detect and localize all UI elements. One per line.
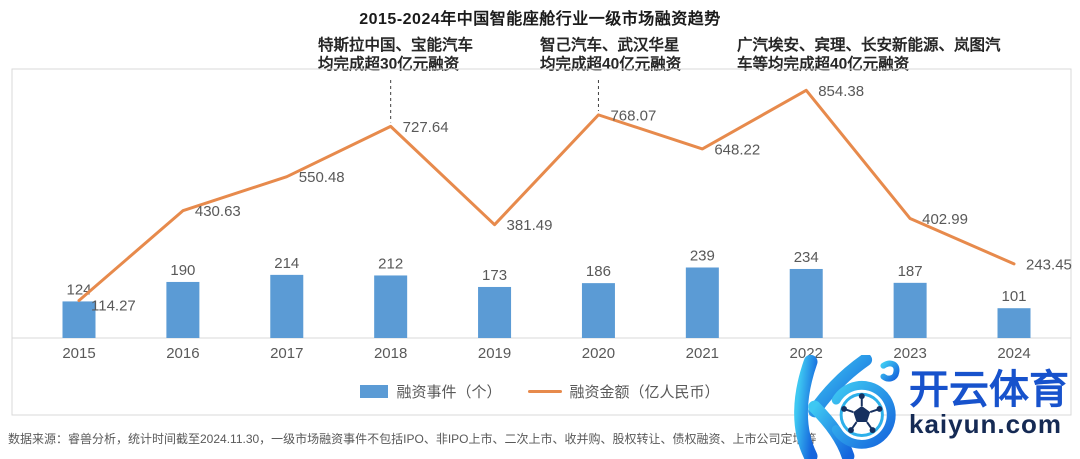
- legend-label-line-series: 融资金额（亿人民币）: [569, 384, 720, 401]
- kaiyun-watermark: 开云体育 kaiyun.com: [789, 355, 1080, 459]
- line-label-2021: 648.22: [714, 141, 760, 158]
- line-label-2019: 381.49: [507, 217, 553, 234]
- bar-label-2018: 212: [378, 255, 403, 272]
- annotation-2020-line1: 智己汽车、武汉华星: [540, 37, 680, 54]
- x-tick-2021: 2021: [686, 345, 719, 362]
- chart-title: 2015-2024年中国智能座舱行业一级市场融资趋势: [359, 11, 721, 28]
- bar-label-2019: 173: [482, 267, 507, 284]
- x-tick-2023: 2023: [893, 345, 926, 362]
- bar-2018: [374, 275, 408, 338]
- bar-2019: [478, 286, 512, 338]
- bar-2020: [581, 283, 615, 338]
- bar-label-2024: 101: [1001, 288, 1026, 305]
- line-series-swatch-icon: [527, 390, 562, 393]
- bar-label-2020: 186: [586, 263, 611, 280]
- annotation-2018-line1: 特斯拉中国、宝能汽车: [318, 37, 474, 54]
- line-label-2016: 430.63: [195, 203, 241, 220]
- data-source-note: 数据来源：睿兽分析，统计时间截至2024.11.30，一级市场融资事件不包括IP…: [8, 432, 817, 446]
- x-tick-2015: 2015: [62, 345, 95, 362]
- bar-2023: [893, 282, 927, 338]
- bar-2016: [166, 281, 200, 338]
- line-label-2024: 243.45: [1026, 256, 1072, 273]
- x-tick-2020: 2020: [582, 345, 615, 362]
- line-label-2022: 854.38: [818, 83, 864, 100]
- x-tick-2018: 2018: [374, 345, 407, 362]
- kaiyun-watermark-text: 开云体育 kaiyun.com: [909, 355, 1069, 438]
- legend-item-line-series: 融资金额（亿人民币）: [527, 381, 720, 402]
- x-tick-2017: 2017: [270, 345, 303, 362]
- kaiyun-url: kaiyun.com: [909, 409, 1063, 439]
- x-tick-2016: 2016: [166, 345, 199, 362]
- bar-label-2021: 239: [690, 247, 715, 264]
- kaiyun-brand-name: 开云体育: [909, 368, 1069, 412]
- legend-item-bar-series: 融资事件（个）: [360, 381, 502, 402]
- bar-label-2017: 214: [274, 255, 299, 272]
- x-tick-2019: 2019: [478, 345, 511, 362]
- kaiyun-logo-icon: [794, 355, 900, 459]
- amount-line: [77, 88, 1016, 303]
- line-label-2017: 550.48: [299, 169, 345, 186]
- line-label-2018: 727.64: [403, 119, 449, 136]
- chart-legend: 融资事件（个） 融资金额（亿人民币）: [0, 381, 1080, 402]
- bar-label-2022: 234: [794, 249, 819, 266]
- legend-label-bar-series: 融资事件（个）: [396, 384, 502, 401]
- line-label-2020: 768.07: [610, 107, 656, 124]
- bar-label-2015: 124: [66, 281, 91, 298]
- bar-2024: [997, 308, 1031, 338]
- bar-series-swatch-icon: [360, 385, 389, 398]
- bar-2015: [62, 301, 96, 338]
- bar-2017: [270, 274, 304, 338]
- bar-2021: [685, 267, 719, 338]
- bar-label-2016: 190: [170, 262, 195, 279]
- line-label-2023: 402.99: [922, 211, 968, 228]
- x-tick-2024: 2024: [997, 345, 1030, 362]
- bar-label-2023: 187: [898, 263, 923, 280]
- line-label-2015: 114.27: [91, 298, 136, 315]
- plot-frame: [11, 68, 1072, 416]
- bar-2022: [789, 268, 823, 338]
- annotation-2022-line1: 广汽埃安、宾理、长安新能源、岚图汽: [737, 37, 1001, 54]
